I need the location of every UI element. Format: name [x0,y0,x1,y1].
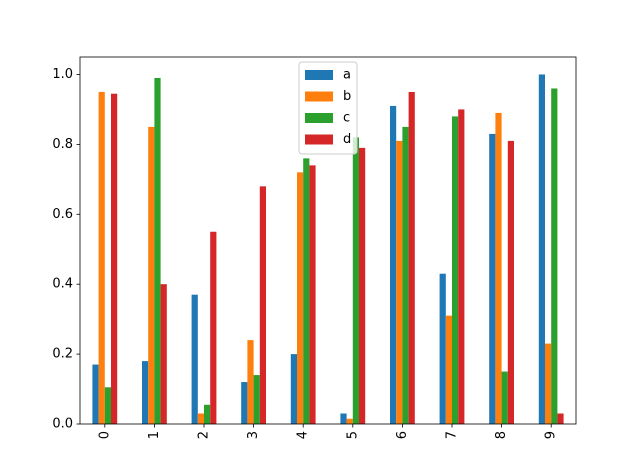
y-tick-label: 0.4 [52,277,73,292]
bar-c-9 [551,88,558,425]
bar-a-2 [191,294,198,424]
legend-swatch-d [305,134,333,145]
bar-c-3 [253,375,260,424]
x-tick-label: 8 [494,431,509,439]
bar-a-1 [142,361,149,424]
bar-a-4 [290,354,297,424]
x-tick-label: 7 [445,431,460,439]
y-tick-label: 0.8 [52,137,73,152]
bar-b-9 [545,343,552,424]
x-tick-label: 3 [246,431,261,439]
x-tick-label: 4 [296,431,311,439]
bar-b-8 [495,112,502,425]
bar-a-3 [241,382,248,424]
x-tick-label: 1 [147,431,162,439]
bar-d-6 [408,91,415,424]
x-axis: 0 1 2 3 4 5 6 7 8 9 [97,424,559,439]
plot-border [79,56,577,425]
axes-frame [79,56,577,425]
bars-group [92,74,564,425]
bar-d-7 [458,109,465,425]
x-tick-label: 9 [544,431,559,439]
bar-c-4 [303,158,310,425]
legend-label-b: b [343,89,351,104]
bar-a-7 [439,273,446,424]
bar-a-5 [340,413,347,424]
x-tick-label: 6 [395,431,410,439]
legend-label-d: d [343,132,351,147]
y-axis: 0.0 0.2 0.4 0.6 0.8 1.0 [52,67,80,432]
bar-a-6 [390,105,397,425]
bar-c-0 [104,387,111,424]
bar-b-0 [98,91,105,424]
bar-d-9 [557,413,564,424]
legend-label-c: c [343,111,350,126]
x-tick-label: 0 [97,431,112,439]
bar-c-7 [452,116,459,425]
bar-c-1 [154,77,161,424]
bar-a-8 [489,133,496,424]
legend-swatch-a [305,70,333,80]
bar-d-8 [507,140,514,424]
y-tick-label: 0.0 [52,417,73,432]
bar-b-5 [346,418,353,424]
bar-d-0 [111,93,118,424]
bar-d-4 [309,165,316,424]
x-tick-label: 5 [345,431,360,439]
legend-box [298,61,358,155]
bar-b-7 [445,315,452,424]
bar-b-3 [247,340,254,424]
legend-label-a: a [343,68,351,83]
bar-a-9 [538,74,545,424]
bar-b-4 [297,172,304,424]
y-tick-label: 0.2 [52,347,73,362]
bar-d-1 [160,284,167,424]
bar-b-6 [396,140,403,424]
y-tick-label: 0.6 [52,207,73,222]
bar-c-5 [352,137,359,424]
bar-c-8 [501,371,508,424]
y-tick-label: 1.0 [52,67,73,82]
legend-swatch-c [305,113,333,123]
bar-c-2 [204,404,211,424]
x-tick-label: 2 [197,431,212,439]
bar-c-6 [402,126,409,425]
bar-b-1 [148,126,155,425]
legend-swatch-b [305,91,333,102]
bar-d-2 [210,231,217,424]
bar-a-0 [92,364,99,424]
bar-b-2 [197,413,204,424]
bar-d-3 [259,186,266,424]
bar-d-5 [359,147,366,424]
